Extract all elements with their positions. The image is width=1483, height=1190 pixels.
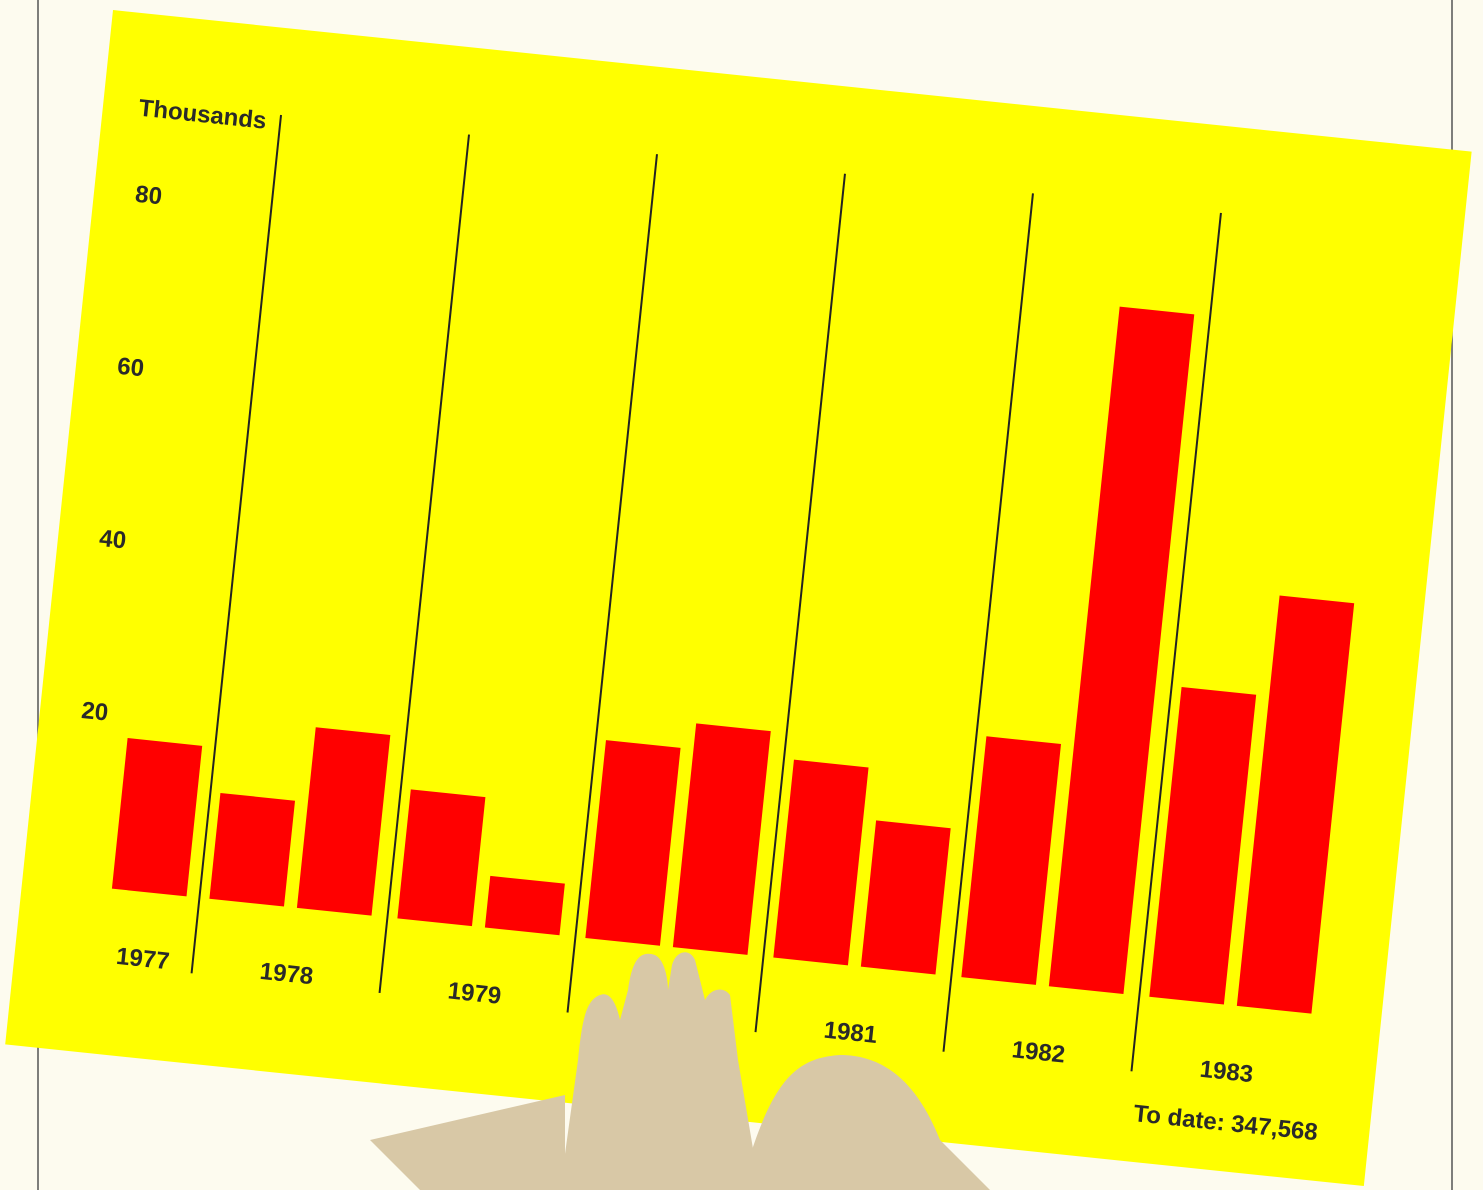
fingers [560,952,760,1190]
group-divider [1130,212,1222,1072]
bar [1236,595,1355,1014]
hand [370,952,990,1190]
bar [209,792,296,907]
bar [773,759,869,966]
x-tick-label: 1983 [1198,1056,1254,1088]
arm [370,1095,565,1190]
bar [585,740,681,946]
y-tick-label: 20 [80,697,109,727]
thumb [740,1055,990,1190]
x-tick-label: 1977 [115,943,171,975]
y-tick-label: 80 [134,181,163,211]
group-divider [566,154,658,1013]
bar [1149,687,1257,1005]
x-tick-label: 1982 [1010,1036,1066,1068]
y-tick-label: 40 [98,525,127,555]
board-background [5,10,1472,1186]
bar [484,875,565,936]
bar [296,727,391,916]
bar [1048,306,1195,995]
bar [111,738,203,897]
group-divider [754,173,846,1033]
group-divider [190,114,283,974]
x-tick-label: 1979 [447,977,503,1009]
bar [397,789,486,927]
bar [961,736,1062,985]
x-tick-label: 1981 [822,1017,878,1049]
bar [860,820,951,975]
y-tick-label: 60 [116,353,145,383]
group-divider [942,193,1034,1052]
group-divider [378,134,470,994]
bar [672,723,771,955]
x-tick-label: 1978 [259,958,315,990]
